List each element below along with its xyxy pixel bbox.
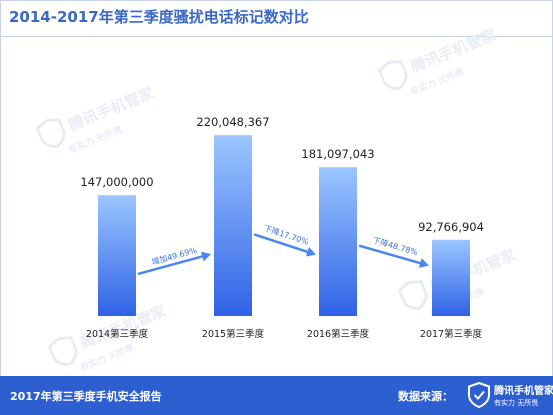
footer-brand-slogan: 有实力 无所畏: [494, 399, 539, 407]
bar-value-label: 147,000,000: [80, 175, 153, 189]
shield-logo-icon: [468, 381, 490, 409]
change-arrow: [358, 244, 429, 268]
bar: [319, 167, 357, 316]
title-divider: [0, 36, 553, 37]
footer-brand-name: 腾讯手机管家: [494, 386, 553, 397]
page-title: 2014-2017年第三季度骚扰电话标记数对比: [9, 8, 309, 26]
x-tick-label: 2015第三季度: [202, 328, 265, 340]
change-arrow: [253, 233, 316, 257]
bar: [98, 195, 136, 316]
x-tick-label: 2017第三季度: [420, 328, 483, 340]
footer-brand: 腾讯手机管家 有实力 无所畏: [494, 382, 553, 408]
bar-value-label: 220,048,367: [196, 115, 269, 129]
bar-chart: 147,000,000 2014第三季度 220,048,367 2015第三季度 18…: [80, 115, 484, 340]
x-tick-label: 2016第三季度: [307, 328, 370, 340]
bar: [214, 135, 252, 316]
footer-bar: 2017年第三季度手机安全报告 数据来源： 腾讯手机管家 有实力 无所畏: [0, 376, 553, 415]
bar-value-label: 181,097,043: [301, 147, 374, 161]
bar: [432, 239, 470, 316]
bar-value-label: 92,766,904: [418, 220, 484, 234]
report-title: 2017年第三季度手机安全报告: [10, 390, 162, 403]
change-arrow: [137, 251, 211, 275]
change-label: 下降48.78%: [372, 235, 420, 257]
x-tick-label: 2014第三季度: [86, 328, 149, 340]
change-label: 下降17.70%: [263, 223, 311, 247]
source-label: 数据来源：: [398, 390, 453, 403]
